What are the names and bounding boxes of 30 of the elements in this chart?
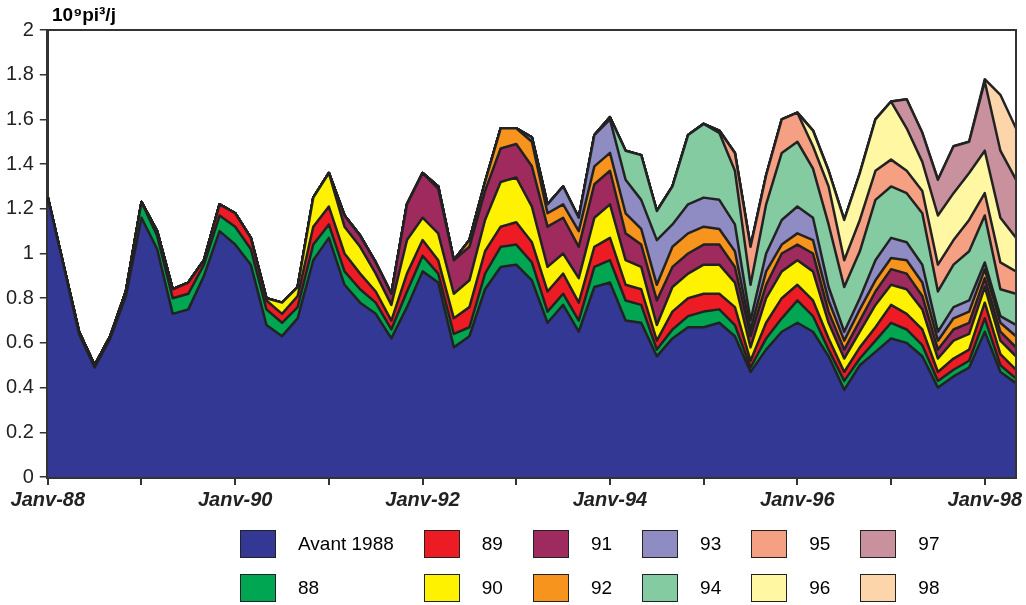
legend-label: 95 xyxy=(809,533,831,555)
y-tick-label: 0.2 xyxy=(5,419,34,442)
y-tick-label: 0 xyxy=(22,464,34,487)
legend-label: 92 xyxy=(590,577,613,599)
x-tick-label: Janv-90 xyxy=(197,487,273,510)
y-tick-label: 0.8 xyxy=(5,285,34,308)
legend-label: 89 xyxy=(481,533,503,555)
legend-label: 91 xyxy=(590,533,613,555)
x-tick-label: Janv-98 xyxy=(947,487,1023,510)
y-tick-label: 2 xyxy=(22,17,34,40)
x-tick-label: Janv-94 xyxy=(572,487,648,510)
y-tick-label: 1.8 xyxy=(5,62,34,85)
y-tick-label: 0.4 xyxy=(5,375,34,398)
legend-label: 93 xyxy=(700,533,722,555)
legend-label: 94 xyxy=(700,577,722,599)
legend-label: 96 xyxy=(809,577,831,599)
y-tick-label: 1.2 xyxy=(5,196,34,219)
y-tick-label: 1.4 xyxy=(5,151,34,174)
x-tick-label: Janv-96 xyxy=(760,487,836,510)
x-tick-label: Janv-88 xyxy=(10,487,86,510)
legend-label: 88 xyxy=(298,577,320,599)
legend-label: 90 xyxy=(481,577,503,599)
y-tick-label: 0.6 xyxy=(5,330,34,353)
legend-label: Avant 1988 xyxy=(298,533,394,555)
y-axis-title: 10⁹pi³/j xyxy=(52,4,116,26)
legend-label: 98 xyxy=(918,577,940,599)
legend-label: 97 xyxy=(918,533,940,555)
x-tick-label: Janv-92 xyxy=(385,487,460,510)
y-tick-label: 1 xyxy=(22,241,34,264)
y-tick-label: 1.6 xyxy=(5,106,34,129)
